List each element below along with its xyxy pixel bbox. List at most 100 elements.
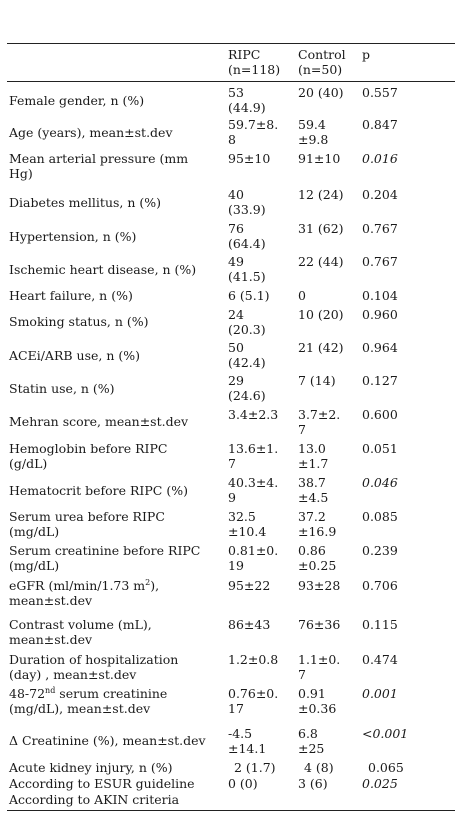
row-p: 0.065: [368, 760, 404, 775]
row-ripc: 86±43: [228, 617, 271, 632]
row-ripc: 40 (33.9): [228, 187, 266, 217]
row-label: Mean arterial pressure (mm Hg): [9, 151, 189, 181]
row-control: 76±36: [298, 617, 341, 632]
row-label: eGFR (ml/min/1.73 m2), mean±st.dev: [9, 578, 223, 608]
header-p: p: [362, 47, 371, 62]
row-p: 0.960: [362, 307, 398, 322]
row-p: 0.964: [362, 340, 398, 355]
row-label: Hypertension, n (%): [9, 229, 137, 244]
row-control: 10 (20): [298, 307, 344, 322]
row-ripc: 76 (64.4): [228, 221, 266, 251]
row-label: ACEi/ARB use, n (%): [9, 348, 140, 363]
row-ripc: 49 (41.5): [228, 254, 266, 284]
row-p: 0.474: [362, 652, 398, 667]
row-label: Female gender, n (%): [9, 93, 145, 108]
row-label: Contrast volume (mL), mean±st.dev: [9, 617, 152, 647]
egfr-label-suffix: ), mean±st.dev: [9, 578, 160, 608]
row-control: 59.4 ±9.8: [298, 117, 329, 147]
row-label: Hemoglobin before RIPC (g/dL): [9, 441, 168, 471]
row-ripc: 40.3±4. 9: [228, 475, 279, 505]
row-ripc: 6 (5.1): [228, 288, 270, 303]
row-ripc: 59.7±8. 8: [228, 117, 279, 147]
row-p: 0.016: [362, 151, 398, 166]
row-ripc: 3.4±2.3: [228, 407, 279, 422]
row-control: 20 (40): [298, 85, 344, 100]
creat48-superscript: nd: [45, 685, 56, 695]
row-ripc: 95±10: [228, 151, 271, 166]
row-p: 0.847: [362, 117, 398, 132]
row-p: 0.239: [362, 543, 398, 558]
row-label: Hematocrit before RIPC (%): [9, 483, 188, 498]
header-ripc: RIPC (n=118): [228, 47, 281, 77]
row-control: 21 (42): [298, 340, 344, 355]
row-control: 7 (14): [298, 373, 336, 388]
row-p: 0.085: [362, 509, 398, 524]
row-ripc: 95±22: [228, 578, 271, 593]
row-ripc: 0.81±0. 19: [228, 543, 279, 573]
row-control: 0: [298, 288, 306, 303]
egfr-superscript: 2: [145, 577, 151, 587]
row-ripc: 0 (0): [228, 776, 258, 791]
row-p: 0.115: [362, 617, 398, 632]
row-p: 0.600: [362, 407, 398, 422]
row-label: Heart failure, n (%): [9, 288, 133, 303]
row-label: According to ESUR guideline: [9, 776, 195, 791]
row-control: 93±28: [298, 578, 341, 593]
row-control: 1.1±0. 7: [298, 652, 341, 682]
row-label: Age (years), mean±st.dev: [9, 125, 173, 140]
row-label: Acute kidney injury, n (%): [9, 760, 173, 775]
row-ripc: 1.2±0.8: [228, 652, 279, 667]
row-p: 0.025: [362, 776, 398, 791]
header-rule: [7, 81, 455, 82]
row-p: 0.104: [362, 288, 398, 303]
row-p: 0.051: [362, 441, 398, 456]
row-p: 0.001: [362, 686, 398, 701]
row-control: 3.7±2. 7: [298, 407, 341, 437]
row-label: Ischemic heart disease, n (%): [9, 262, 197, 277]
row-control: 22 (44): [298, 254, 344, 269]
row-ripc: -4.5 ±14.1: [228, 726, 267, 756]
row-label: Mehran score, mean±st.dev: [9, 414, 189, 429]
row-ripc: 2 (1.7): [234, 760, 276, 775]
row-ripc: 32.5 ±10.4: [228, 509, 267, 539]
row-label: Δ Creatinine (%), mean±st.dev: [9, 733, 206, 748]
creat48-label-suffix: serum creatinine (mg/dL), mean±st.dev: [9, 686, 168, 716]
row-control: 6.8 ±25: [298, 726, 325, 756]
bottom-rule: [7, 810, 455, 811]
row-ripc: 0.76±0. 17: [228, 686, 279, 716]
row-label: Diabetes mellitus, n (%): [9, 195, 162, 210]
row-label: Statin use, n (%): [9, 381, 115, 396]
row-p: 0.127: [362, 373, 398, 388]
creat48-label-prefix: 48-72: [9, 686, 46, 701]
row-ripc: 24 (20.3): [228, 307, 266, 337]
row-p: 0.046: [362, 475, 398, 490]
row-ripc: 53 (44.9): [228, 85, 266, 115]
egfr-label-prefix: eGFR (ml/min/1.73 m: [9, 578, 146, 593]
row-label: Serum urea before RIPC (mg/dL): [9, 509, 165, 539]
row-control: 31 (62): [298, 221, 344, 236]
row-control: 37.2 ±16.9: [298, 509, 337, 539]
row-label: 48-72nd serum creatinine (mg/dL), mean±s…: [9, 686, 223, 716]
row-label: Smoking status, n (%): [9, 314, 149, 329]
row-p: 0.767: [362, 221, 398, 236]
row-label: Serum creatinine before RIPC (mg/dL): [9, 543, 201, 573]
row-control: 13.0 ±1.7: [298, 441, 329, 471]
row-ripc: 50 (42.4): [228, 340, 266, 370]
top-rule: [7, 43, 455, 44]
row-control: 3 (6): [298, 776, 328, 791]
row-control: 12 (24): [298, 187, 344, 202]
row-control: 91±10: [298, 151, 341, 166]
row-p: 0.204: [362, 187, 398, 202]
row-ripc: 13.6±1. 7: [228, 441, 279, 471]
row-p: 0.706: [362, 578, 398, 593]
row-ripc: 29 (24.6): [228, 373, 266, 403]
row-p: 0.557: [362, 85, 398, 100]
row-control: 4 (8): [304, 760, 334, 775]
header-control: Control (n=50): [298, 47, 346, 77]
row-label: Duration of hospitalization (day) , mean…: [9, 652, 179, 682]
row-control: 0.86 ±0.25: [298, 543, 337, 573]
row-p: <0.001: [362, 726, 409, 741]
row-p: 0.767: [362, 254, 398, 269]
row-control: 0.91 ±0.36: [298, 686, 337, 716]
